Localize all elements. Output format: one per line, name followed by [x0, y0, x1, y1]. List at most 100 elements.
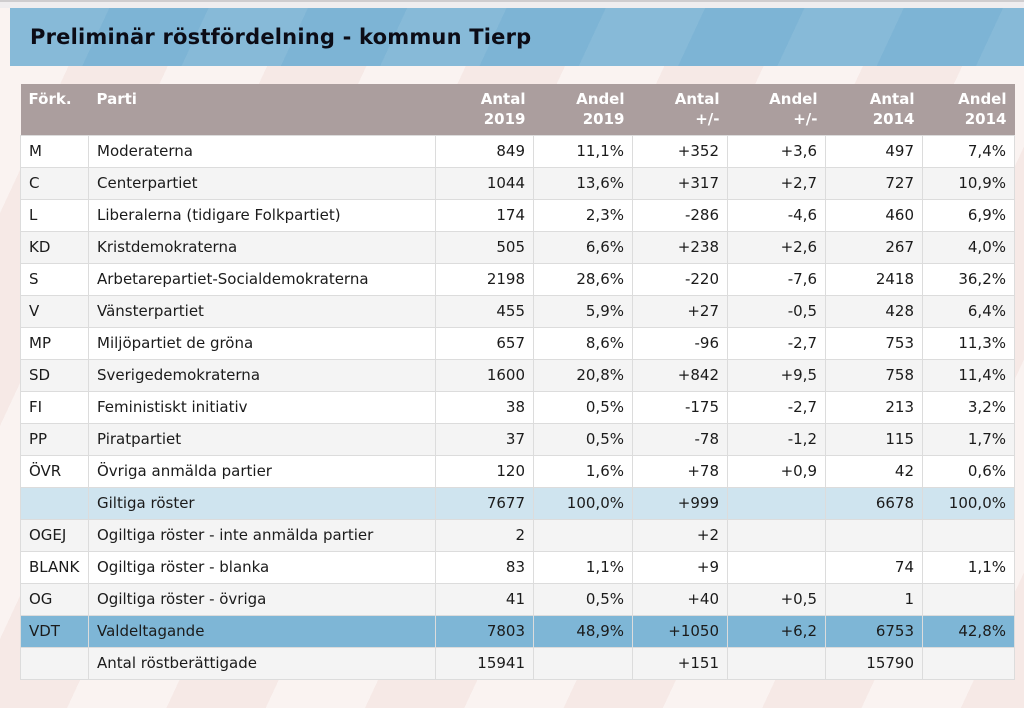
- table-row: S Arbetarepartiet-Socialdemokraterna 2198 2…: [20, 263, 1015, 296]
- cell-andel-diff: [727, 551, 826, 584]
- cell-antal2014: [825, 519, 923, 552]
- cell-andel2014: 3,2%: [922, 391, 1015, 424]
- cell-andel2019: 1,6%: [533, 455, 633, 488]
- cell-andel-diff: [727, 519, 826, 552]
- header-cell-party: Parti: [88, 84, 436, 136]
- cell-abbr: L: [20, 199, 89, 232]
- cell-antal2019: 455: [435, 295, 534, 328]
- table-row: OGEJ Ogiltiga röster - inte anmälda parti…: [20, 519, 1015, 552]
- cell-andel2014: 10,9%: [922, 167, 1015, 200]
- cell-andel2019: [533, 519, 633, 552]
- cell-andel-diff: +3,6: [727, 135, 826, 168]
- cell-abbr: M: [20, 135, 89, 168]
- cell-andel2014: 100,0%: [922, 487, 1015, 520]
- cell-antal-diff: +9: [632, 551, 728, 584]
- cell-andel2019: 2,3%: [533, 199, 633, 232]
- cell-andel2014: 0,6%: [922, 455, 1015, 488]
- table-row: MP Miljöpartiet de gröna 657 8,6% -96 -2,7 753…: [20, 327, 1015, 360]
- cell-andel2014: 36,2%: [922, 263, 1015, 296]
- cell-antal-diff: -78: [632, 423, 728, 456]
- cell-andel2014: [922, 583, 1015, 616]
- cell-andel2014: [922, 647, 1015, 680]
- cell-antal2014: 15790: [825, 647, 923, 680]
- cell-abbr: ÖVR: [20, 455, 89, 488]
- cell-antal2019: 1044: [435, 167, 534, 200]
- header-cell-antal-2014: Antal 2014: [825, 84, 923, 136]
- cell-antal-diff: +238: [632, 231, 728, 264]
- cell-antal-diff: +1050: [632, 615, 728, 648]
- cell-abbr: OGEJ: [20, 519, 89, 552]
- table-row: Giltiga röster 7677 100,0% +999 6678 100,0%: [20, 487, 1015, 520]
- title-bar: Preliminär röstfördelning - kommun Tierp: [10, 8, 1024, 66]
- cell-andel2019: 5,9%: [533, 295, 633, 328]
- table-row: V Vänsterpartiet 455 5,9% +27 -0,5 428 6,4%: [20, 295, 1015, 328]
- cell-andel2019: 8,6%: [533, 327, 633, 360]
- cell-andel2014: 6,9%: [922, 199, 1015, 232]
- cell-abbr: FI: [20, 391, 89, 424]
- table-row: BLANK Ogiltiga röster - blanka 83 1,1% +9 74…: [20, 551, 1015, 584]
- cell-antal-diff: +78: [632, 455, 728, 488]
- cell-andel2019: 6,6%: [533, 231, 633, 264]
- cell-party: Liberalerna (tidigare Folkpartiet): [88, 199, 436, 232]
- cell-party: Moderaterna: [88, 135, 436, 168]
- cell-andel-diff: -1,2: [727, 423, 826, 456]
- cell-antal-diff: +40: [632, 583, 728, 616]
- table-row: M Moderaterna 849 11,1% +352 +3,6 497 7,4%: [20, 135, 1015, 168]
- cell-antal2019: 2: [435, 519, 534, 552]
- cell-antal2014: 6678: [825, 487, 923, 520]
- table-row: L Liberalerna (tidigare Folkpartiet) 174 2,…: [20, 199, 1015, 232]
- cell-antal-diff: +842: [632, 359, 728, 392]
- cell-abbr: OG: [20, 583, 89, 616]
- cell-antal-diff: -220: [632, 263, 728, 296]
- cell-antal2019: 849: [435, 135, 534, 168]
- cell-andel2019: 48,9%: [533, 615, 633, 648]
- header-cell-andel-2019: Andel 2019: [533, 84, 633, 136]
- cell-andel-diff: -2,7: [727, 391, 826, 424]
- cell-abbr: [20, 647, 89, 680]
- cell-party: Miljöpartiet de gröna: [88, 327, 436, 360]
- cell-antal2019: 15941: [435, 647, 534, 680]
- cell-andel2019: 0,5%: [533, 423, 633, 456]
- cell-antal2014: 753: [825, 327, 923, 360]
- cell-antal2019: 120: [435, 455, 534, 488]
- cell-antal2019: 505: [435, 231, 534, 264]
- cell-andel-diff: +2,7: [727, 167, 826, 200]
- cell-antal2014: 2418: [825, 263, 923, 296]
- header-cell-andel-2014: Andel 2014: [922, 84, 1015, 136]
- cell-andel2019: 28,6%: [533, 263, 633, 296]
- cell-andel2019: 1,1%: [533, 551, 633, 584]
- table-row: OG Ogiltiga röster - övriga 41 0,5% +40 +0,5 1: [20, 583, 1015, 616]
- cell-party: Piratpartiet: [88, 423, 436, 456]
- cell-andel2014: 1,1%: [922, 551, 1015, 584]
- cell-antal2014: 115: [825, 423, 923, 456]
- cell-antal2019: 37: [435, 423, 534, 456]
- cell-antal2014: 42: [825, 455, 923, 488]
- table-row: SD Sverigedemokraterna 1600 20,8% +842 +9,5 75…: [20, 359, 1015, 392]
- cell-andel2019: 100,0%: [533, 487, 633, 520]
- cell-antal2019: 657: [435, 327, 534, 360]
- cell-andel-diff: [727, 487, 826, 520]
- cell-antal2014: 1: [825, 583, 923, 616]
- cell-party: Arbetarepartiet-Socialdemokraterna: [88, 263, 436, 296]
- cell-antal-diff: +352: [632, 135, 728, 168]
- header-cell-antal-2019: Antal 2019: [435, 84, 534, 136]
- cell-party: Övriga anmälda partier: [88, 455, 436, 488]
- cell-antal2019: 2198: [435, 263, 534, 296]
- cell-andel2014: 1,7%: [922, 423, 1015, 456]
- cell-antal2014: 213: [825, 391, 923, 424]
- cell-party: Ogiltiga röster - inte anmälda partier: [88, 519, 436, 552]
- cell-party: Antal röstberättigade: [88, 647, 436, 680]
- cell-andel-diff: -4,6: [727, 199, 826, 232]
- cell-antal2019: 41: [435, 583, 534, 616]
- cell-abbr: V: [20, 295, 89, 328]
- cell-antal-diff: +999: [632, 487, 728, 520]
- cell-andel2014: 42,8%: [922, 615, 1015, 648]
- top-strip: [0, 0, 1024, 8]
- cell-antal2019: 7677: [435, 487, 534, 520]
- cell-abbr: SD: [20, 359, 89, 392]
- cell-party: Valdeltagande: [88, 615, 436, 648]
- cell-party: Feministiskt initiativ: [88, 391, 436, 424]
- cell-andel2014: 11,4%: [922, 359, 1015, 392]
- cell-antal2014: 74: [825, 551, 923, 584]
- header-cell-abbr: Förk.: [20, 84, 89, 136]
